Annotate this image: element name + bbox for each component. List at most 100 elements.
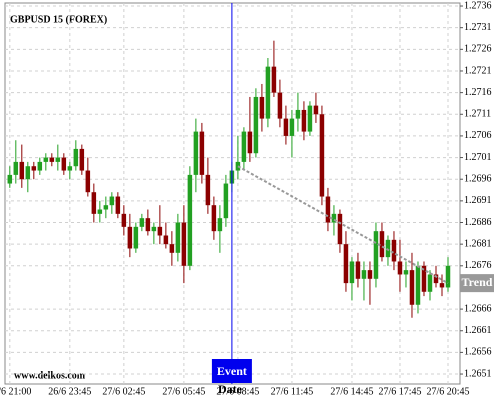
x-tick-label: 27/6 05:45 bbox=[162, 386, 205, 397]
y-tick-label: 1.2686 bbox=[464, 217, 492, 228]
candle-body bbox=[379, 231, 385, 258]
candle-body bbox=[85, 170, 91, 193]
x-tick-label: 27/6 11:45 bbox=[271, 386, 314, 397]
candle-body bbox=[115, 196, 121, 214]
candle-body bbox=[319, 114, 325, 197]
candle-body bbox=[7, 174, 13, 184]
candle-body bbox=[421, 265, 427, 292]
x-tick-label: 27/6 14:45 bbox=[330, 386, 373, 397]
y-tick-label: 1.2656 bbox=[464, 347, 492, 358]
watermark: www.delkos.com bbox=[14, 370, 86, 381]
y-tick-label: 1.2701 bbox=[464, 152, 492, 163]
candle-body bbox=[301, 109, 307, 132]
x-tick-label: 27/6 08:45 bbox=[216, 386, 259, 397]
candle-body bbox=[277, 92, 283, 119]
y-tick-label: 1.2731 bbox=[464, 22, 492, 33]
candle-body bbox=[109, 196, 115, 206]
candle-body bbox=[265, 66, 271, 119]
candle-body bbox=[403, 270, 409, 275]
candle-body bbox=[91, 192, 97, 214]
x-tick-label: 26/6 21:00 bbox=[0, 386, 31, 397]
y-tick-label: 1.2721 bbox=[464, 65, 492, 76]
candle-body bbox=[127, 226, 133, 249]
y-tick-label: 1.2711 bbox=[464, 109, 491, 120]
candle-body bbox=[259, 96, 265, 119]
candle-body bbox=[325, 196, 331, 223]
trend-line bbox=[237, 165, 449, 284]
candle-body bbox=[157, 226, 163, 236]
candle-body bbox=[283, 118, 289, 136]
candle-body bbox=[397, 261, 403, 275]
candle-body bbox=[307, 105, 313, 132]
candle-body bbox=[409, 270, 415, 305]
y-tick-label: 1.2706 bbox=[464, 130, 492, 141]
candle-body bbox=[25, 166, 31, 180]
y-tick-label: 1.2666 bbox=[464, 303, 492, 314]
candle-body bbox=[241, 131, 247, 162]
y-tick-label: 1.2736 bbox=[464, 0, 492, 11]
candle-body bbox=[103, 205, 109, 210]
candle-body bbox=[433, 274, 439, 284]
candle-body bbox=[49, 157, 55, 162]
candle-body bbox=[343, 244, 349, 284]
candle-body bbox=[37, 161, 43, 171]
candle-body bbox=[13, 161, 19, 175]
y-tick-label: 1.2681 bbox=[464, 238, 492, 249]
candle-body bbox=[367, 270, 373, 279]
candle-body bbox=[187, 174, 193, 266]
y-tick-label: 1.2726 bbox=[464, 44, 492, 55]
event-label: Event bbox=[217, 364, 247, 378]
plot-area bbox=[4, 2, 461, 385]
candle-body bbox=[133, 226, 139, 249]
candle-body bbox=[361, 270, 367, 279]
candle-body bbox=[337, 213, 343, 245]
x-tick-label: 27/6 17:45 bbox=[378, 386, 421, 397]
candle-body bbox=[247, 131, 253, 154]
candle-body bbox=[73, 148, 79, 167]
candle-body bbox=[181, 222, 187, 266]
candle-body bbox=[211, 205, 217, 232]
candle-body bbox=[391, 239, 397, 262]
candle-body bbox=[79, 148, 85, 171]
candle-body bbox=[145, 218, 151, 232]
candle-body bbox=[139, 218, 145, 227]
candle-body bbox=[151, 226, 157, 232]
candle-body bbox=[19, 161, 25, 180]
candle-body bbox=[415, 265, 421, 305]
trend-label: Trend bbox=[462, 275, 493, 289]
candle-body bbox=[385, 239, 391, 258]
x-tick-label: 27/6 02:45 bbox=[102, 386, 145, 397]
candle-body bbox=[163, 235, 169, 245]
candle-body bbox=[97, 209, 103, 214]
y-tick-label: 1.2691 bbox=[464, 195, 492, 206]
y-tick-label: 1.2716 bbox=[464, 87, 492, 98]
candle-body bbox=[373, 231, 379, 279]
candle-body bbox=[355, 261, 361, 279]
x-tick-label: 27/6 20:45 bbox=[426, 386, 469, 397]
candle-body bbox=[289, 118, 295, 136]
candle-body bbox=[31, 166, 37, 171]
y-tick-label: 1.2676 bbox=[464, 260, 492, 271]
candle-body bbox=[271, 66, 277, 93]
candle-body bbox=[439, 283, 445, 288]
y-tick-label: 1.2696 bbox=[464, 174, 492, 185]
y-tick-label: 1.2651 bbox=[464, 368, 492, 379]
candle-body bbox=[223, 183, 229, 219]
chart-title: GBPUSD 15 (FOREX) bbox=[10, 14, 107, 25]
candle-body bbox=[175, 222, 181, 253]
candle-body bbox=[199, 131, 205, 175]
candle-body bbox=[445, 265, 451, 288]
candle-body bbox=[169, 244, 175, 253]
trend-box bbox=[460, 274, 494, 293]
candle-body bbox=[313, 105, 319, 115]
y-tick-label: 1.2661 bbox=[464, 325, 492, 336]
candle-body bbox=[121, 213, 127, 227]
candle-body bbox=[331, 213, 337, 223]
event-box bbox=[211, 359, 252, 383]
candle-body bbox=[67, 166, 73, 171]
candle-body bbox=[193, 131, 199, 175]
x-axis-label: Date bbox=[218, 382, 243, 396]
candle-body bbox=[253, 96, 259, 154]
candle-body bbox=[205, 174, 211, 206]
candle-body bbox=[61, 157, 67, 171]
